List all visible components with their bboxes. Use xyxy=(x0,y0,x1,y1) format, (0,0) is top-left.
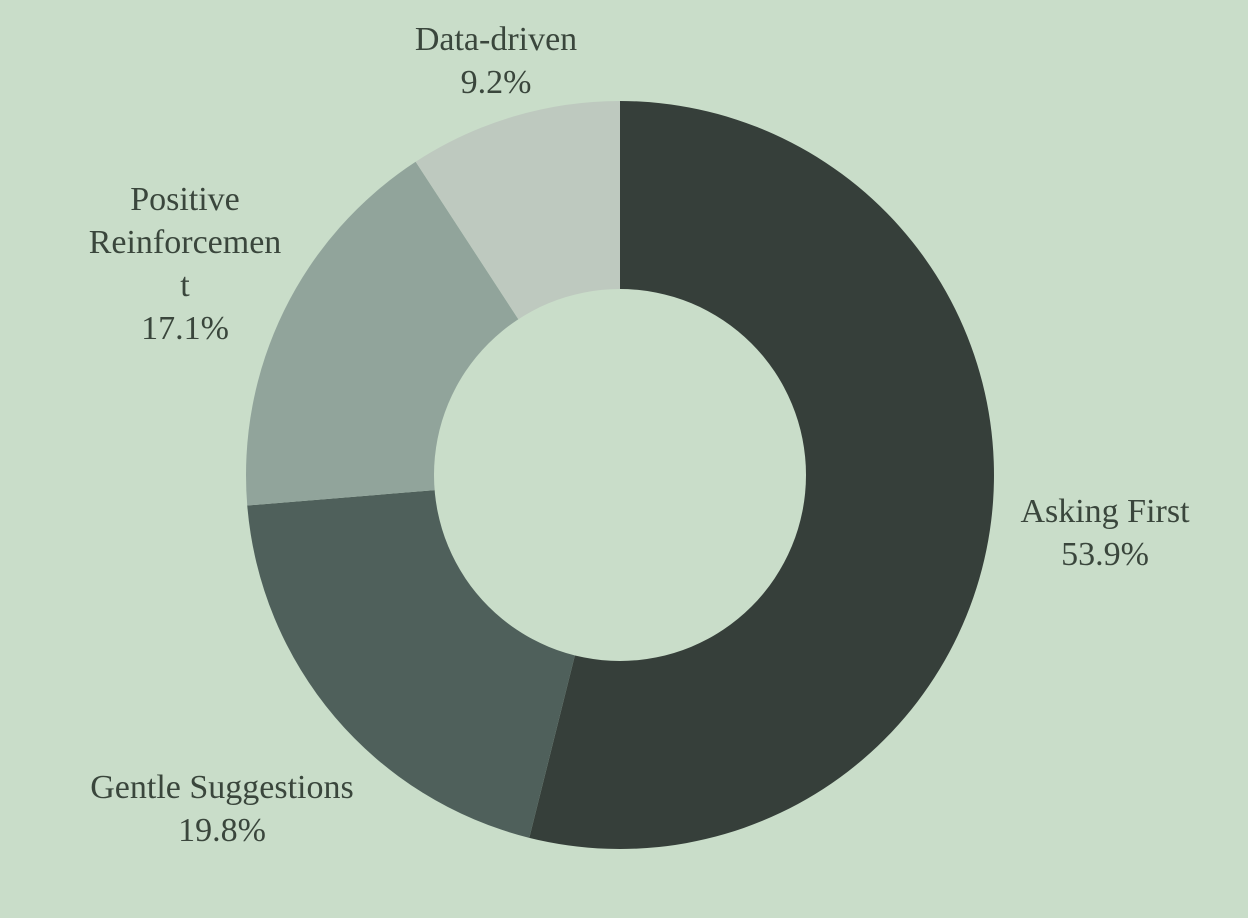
slice-percent: 53.9% xyxy=(1061,536,1149,573)
slice-label-data-driven: Data-driven 9.2% xyxy=(415,21,577,101)
slice-percent: 9.2% xyxy=(461,64,532,101)
slice-name-line: Reinforcemen xyxy=(89,224,282,261)
donut-hole xyxy=(434,289,806,661)
slice-name-line: Data-driven xyxy=(415,21,577,58)
labels-group: Asking First 53.9% Gentle Suggestions 19.8%… xyxy=(89,21,1190,849)
slice-name-line: Positive xyxy=(130,181,240,218)
slice-label-asking-first: Asking First 53.9% xyxy=(1020,493,1190,573)
slice-name-line: Asking First xyxy=(1020,493,1190,530)
slice-label-gentle-suggestions: Gentle Suggestions 19.8% xyxy=(90,769,353,849)
slice-name-line: t xyxy=(180,267,190,304)
slice-name-line: Gentle Suggestions xyxy=(90,769,353,806)
slice-percent: 19.8% xyxy=(178,812,266,849)
slice-percent: 17.1% xyxy=(141,310,229,347)
slice-label-positive-reinforcement: Positive Reinforcemen t 17.1% xyxy=(89,181,282,347)
